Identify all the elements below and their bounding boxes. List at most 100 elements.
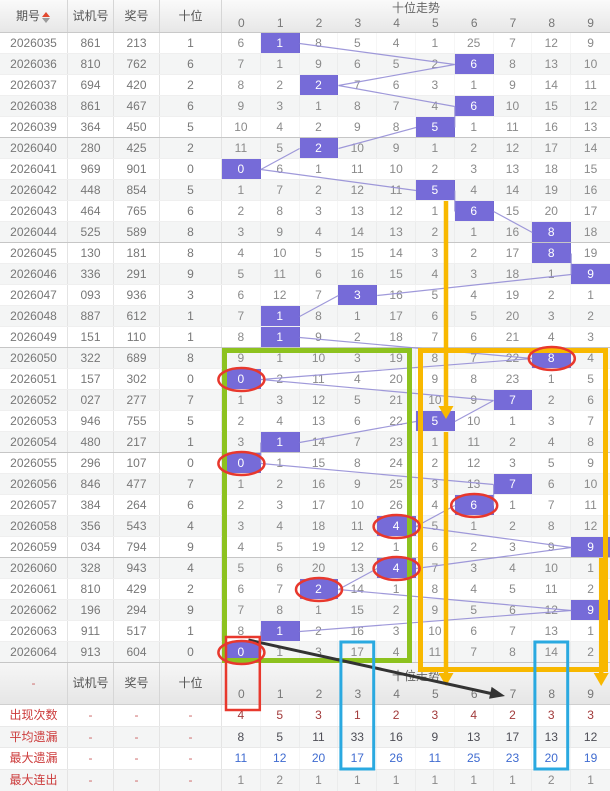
- trend-cell: 1: [455, 117, 494, 137]
- trend-cell: 2: [587, 645, 594, 659]
- table-row: 2026050 322 689 8 9 1 10 3 19 8 7 22 8 4: [0, 348, 610, 369]
- col-header-period[interactable]: 期号: [0, 0, 68, 32]
- trend-hit-cell: 9: [571, 264, 610, 284]
- table-row: 2026062 196 294 9 7 8 1 15 2 9 5 6 12 9: [0, 600, 610, 621]
- trend-cell: 1: [261, 453, 300, 473]
- trend-cell: 12: [377, 201, 416, 221]
- trend-cell: 10: [416, 390, 455, 410]
- sort-icon[interactable]: [42, 11, 51, 23]
- trend-hit-cell: 1: [260, 306, 300, 326]
- table-row: 2026056 846 477 7 1 2 16 9 25 3 13 7 6 10: [0, 474, 610, 495]
- test-number-cell: 448: [68, 180, 114, 200]
- prize-number-cell: 755: [114, 411, 160, 431]
- trend-cell: 2: [455, 243, 494, 263]
- trend-cell: 3: [494, 453, 533, 473]
- trend-cell: 20: [377, 369, 416, 389]
- trend-cell: 4: [261, 117, 300, 137]
- trend-col-header: 6: [470, 16, 478, 30]
- trend-cell: 1: [222, 474, 261, 494]
- period-cell: 2026064: [0, 642, 68, 662]
- trend-cell: 13: [532, 621, 571, 641]
- summary-value-cell: 3: [587, 708, 594, 722]
- test-number-cell: 480: [68, 432, 114, 452]
- tens-digit-cell: 9: [160, 537, 222, 557]
- trend-hit-cell: 4: [377, 516, 416, 536]
- period-cell: 2026035: [0, 33, 68, 53]
- period-cell: 2026043: [0, 201, 68, 221]
- summary-value-cell: 3: [300, 705, 339, 726]
- summary-value-cell: 11: [300, 727, 339, 748]
- trend-cell: 7: [532, 495, 571, 515]
- table-row: 2026059 034 794 9 4 5 19 12 1 6 2 3 9 9: [0, 537, 610, 558]
- trend-cell: 3: [455, 264, 494, 284]
- trend-cell: 9: [416, 369, 455, 389]
- period-cell: 2026050: [0, 348, 68, 368]
- test-number-cell: 027: [68, 390, 114, 410]
- trend-hit-cell: 9: [571, 537, 610, 557]
- trend-cell: 14: [338, 579, 377, 599]
- trend-hit-cell: 4: [377, 558, 416, 578]
- summary-value-cell: 1: [222, 770, 261, 791]
- trend-cell: 18: [583, 225, 598, 239]
- trend-cell: 1: [455, 516, 494, 536]
- trend-cell: 18: [300, 516, 339, 536]
- test-number-cell: 328: [68, 558, 114, 578]
- trend-hit-cell: 8: [532, 222, 572, 242]
- table-row: 2026048 887 612 1 7 1 8 1 17 6 5 20 3 2: [0, 306, 610, 327]
- prize-number-cell: 217: [114, 432, 160, 452]
- trend-cell: 1: [494, 495, 533, 515]
- summary-dash-cell: -: [160, 726, 222, 747]
- summary-value-cell: 20: [300, 748, 339, 769]
- trend-hit-cell: 7: [493, 390, 533, 410]
- tens-digit-cell: 9: [160, 264, 222, 284]
- summary-dash-cell: -: [114, 705, 160, 726]
- trend-cell: 13: [494, 159, 533, 179]
- trend-cell: 4: [416, 264, 455, 284]
- trend-cell: 17: [338, 642, 377, 662]
- period-cell: 2026062: [0, 600, 68, 620]
- summary-value-cell: 1: [587, 772, 594, 787]
- summary-dash-cell: -: [160, 769, 222, 791]
- prize-number-cell: 589: [114, 222, 160, 242]
- trend-col-header: 0: [238, 16, 245, 30]
- summary-dash-cell: -: [114, 769, 160, 791]
- trend-cell: 7: [494, 621, 533, 641]
- trend-col-header: 1: [276, 16, 284, 30]
- trend-col-header: 3: [354, 16, 362, 30]
- summary-dash-cell: -: [160, 748, 222, 769]
- trend-hit-cell: 9: [571, 600, 610, 620]
- trend-header: 十位走势 0 1 2 3 4 5 6 7 8 9: [222, 0, 610, 32]
- trend-hit-cell: 2: [299, 75, 339, 95]
- trend-cell: 1: [532, 264, 571, 284]
- col-header-period-label: 期号: [15, 9, 40, 23]
- trend-cell: 12: [338, 537, 377, 557]
- tens-digit-cell: 4: [160, 516, 222, 536]
- trend-cell: 3: [455, 558, 494, 578]
- trend-hit-cell: 2: [299, 579, 339, 599]
- trend-cell: 7: [222, 54, 261, 74]
- trend-cell: 7: [587, 414, 594, 428]
- tens-digit-cell: 6: [160, 495, 222, 515]
- trend-hit-cell: 8: [532, 348, 572, 368]
- trend-cell: 2: [416, 453, 455, 473]
- prize-number-cell: 762: [114, 54, 160, 74]
- trend-cell: 2: [587, 582, 594, 596]
- trend-cell: 7: [261, 579, 300, 599]
- summary-value-cell: 4: [222, 705, 261, 726]
- tens-digit-cell: 1: [160, 432, 222, 452]
- period-cell: 2026041: [0, 159, 68, 179]
- summary-trend-title: 十位走势: [391, 669, 440, 683]
- trend-cell: 7: [261, 180, 300, 200]
- test-number-cell: 946: [68, 411, 114, 431]
- period-cell: 2026044: [0, 222, 68, 242]
- trend-cell: 4: [338, 369, 377, 389]
- test-number-cell: 130: [68, 243, 114, 263]
- table-row: 2026060 328 943 4 5 6 20 13 4 7 3 4 10 1: [0, 558, 610, 579]
- trend-col-header: 0: [238, 687, 245, 701]
- table-row: 2026054 480 217 1 3 1 14 7 23 1 11 2 4 8: [0, 432, 610, 453]
- trend-cell: 16: [583, 183, 598, 197]
- trend-cell: 2: [261, 474, 300, 494]
- trend-cell: 9: [455, 390, 494, 410]
- trend-cell: 16: [377, 285, 416, 305]
- prize-number-cell: 429: [114, 579, 160, 599]
